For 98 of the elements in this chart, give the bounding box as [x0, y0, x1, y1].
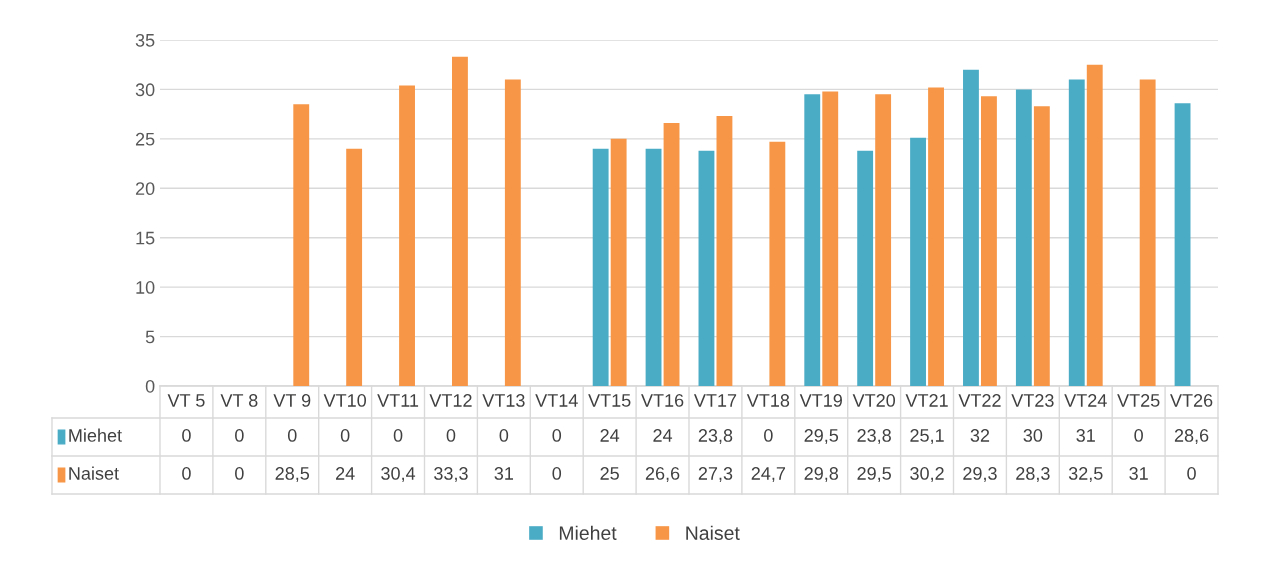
bar	[769, 141, 786, 386]
bar	[610, 138, 627, 386]
data-label: 0	[182, 467, 191, 480]
data-label: 25,1	[910, 429, 944, 444]
bar	[504, 79, 521, 386]
x-tick-label: VT12	[429, 394, 472, 407]
data-label: 24,7	[751, 467, 786, 482]
data-label: 24	[653, 429, 673, 442]
data-label: 33,3	[434, 467, 468, 482]
y-tick-label: 0	[145, 379, 155, 393]
x-tick-label: VT14	[535, 394, 578, 407]
data-label: 29,5	[804, 429, 839, 444]
data-label: 28,6	[1174, 429, 1209, 444]
bar	[1015, 89, 1032, 386]
data-label: 32,5	[1068, 467, 1103, 482]
y-tick-label: 15	[136, 231, 155, 245]
y-tick-label: 30	[135, 83, 155, 97]
text: Miehet	[69, 428, 122, 442]
x-tick-label: VT20	[852, 394, 896, 407]
data-label: 27,3	[698, 467, 733, 482]
data-label: 0	[235, 467, 244, 480]
data-label: 0	[499, 429, 509, 442]
data-label: 0	[1187, 467, 1196, 480]
y-tick-label: 5	[145, 330, 155, 344]
data-label: 0	[182, 429, 191, 442]
data-label: 0	[287, 429, 297, 442]
data-label: 29,8	[804, 467, 839, 482]
x-tick-label: VT15	[588, 394, 631, 407]
legend-label: Miehet	[559, 525, 617, 540]
y-tick-label: 20	[135, 182, 155, 196]
data-label: 0	[1134, 429, 1143, 442]
bar	[399, 85, 415, 386]
bar	[645, 148, 662, 386]
data-label: 28,3	[1016, 467, 1050, 482]
bar	[592, 148, 609, 386]
x-tick-label: VT18	[746, 394, 790, 407]
data-label: 30	[1023, 429, 1043, 442]
bar	[910, 137, 926, 386]
x-tick-label: VT24	[1064, 394, 1107, 407]
text: Naiset	[69, 466, 119, 480]
y-tick-label: 10	[136, 281, 155, 294]
bar	[716, 116, 733, 386]
x-tick-label: VT 9	[273, 394, 311, 407]
bar	[452, 56, 468, 386]
x-tick-label: VT10	[323, 394, 367, 407]
bar	[981, 96, 997, 386]
x-tick-label: VT26	[1170, 394, 1213, 407]
x-tick-label: VT16	[641, 394, 684, 407]
x-tick-label: VT 8	[220, 394, 258, 407]
data-label: 29,5	[857, 467, 891, 482]
data-label: 0	[764, 429, 773, 442]
data-label: 0	[393, 429, 403, 442]
data-label: 26,6	[645, 467, 680, 482]
data-label: 0	[552, 429, 562, 442]
x-tick-label: VT23	[1011, 394, 1054, 407]
legend-label: Naiset	[686, 525, 740, 540]
data-label: 31	[1076, 429, 1095, 442]
bar	[804, 94, 821, 386]
bar	[1033, 106, 1050, 386]
y-tick-label: 25	[135, 132, 155, 146]
bar	[698, 150, 715, 386]
y-tick-label: 35	[135, 33, 155, 47]
bar	[663, 123, 680, 386]
bar	[1139, 79, 1156, 386]
data-label: 30,4	[381, 467, 416, 482]
x-tick-label: VT 5	[167, 394, 205, 407]
bar	[928, 87, 944, 386]
x-tick-label: VT25	[1117, 394, 1160, 407]
data-label: 23,8	[698, 429, 733, 444]
data-label: 0	[340, 429, 350, 442]
bar	[293, 104, 310, 386]
data-label: 30,2	[910, 467, 944, 482]
x-tick-label: VT13	[482, 394, 525, 407]
x-tick-label: VT22	[958, 394, 1001, 407]
x-tick-label: VT11	[377, 394, 419, 407]
data-label: 23,8	[857, 429, 891, 444]
data-label: 25	[600, 467, 619, 480]
data-label: 29,3	[963, 467, 997, 482]
data-label: 24	[336, 467, 355, 480]
bar	[857, 150, 874, 386]
data-label: 0	[235, 429, 244, 442]
bar	[1174, 103, 1191, 386]
x-tick-label: VT21	[905, 394, 948, 407]
x-tick-label: VT19	[799, 394, 842, 407]
data-label: 24	[600, 429, 620, 442]
data-label: 0	[552, 467, 562, 480]
bar	[346, 148, 363, 386]
data-label: 28,5	[275, 467, 310, 482]
data-label: 31	[1129, 467, 1148, 480]
bar	[875, 94, 892, 386]
bar	[1068, 79, 1085, 386]
data-label: 0	[446, 429, 456, 442]
x-tick-label: VT17	[693, 394, 737, 407]
bar	[822, 91, 839, 386]
data-label: 32	[970, 429, 990, 442]
bar	[963, 69, 979, 386]
bar	[1086, 64, 1103, 386]
data-label: 31	[494, 467, 514, 480]
